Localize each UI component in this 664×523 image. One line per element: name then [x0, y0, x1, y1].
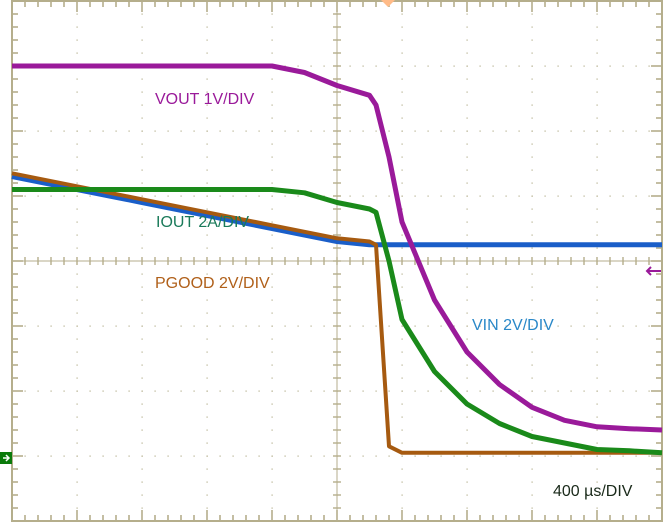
- iout-trace: [12, 187, 663, 456]
- traces: [11, 63, 663, 456]
- pgood-trace: [11, 171, 662, 455]
- timebase-label: 400 µs/DIV: [553, 483, 633, 500]
- vout-label: VOUT 1V/DIV: [155, 91, 255, 108]
- trigger-position-marker-icon: [381, 0, 395, 7]
- vout-trace: [12, 63, 663, 433]
- vin-trace: [11, 174, 662, 248]
- graticule: [11, 0, 663, 522]
- ground-reference-marker-icon: [0, 452, 12, 464]
- vin-label: VIN 2V/DIV: [472, 317, 554, 334]
- pgood-label: PGOOD 2V/DIV: [155, 275, 270, 292]
- trigger-level-arrow-icon: [645, 266, 661, 276]
- iout-label: IOUT 2A/DIV: [156, 214, 250, 231]
